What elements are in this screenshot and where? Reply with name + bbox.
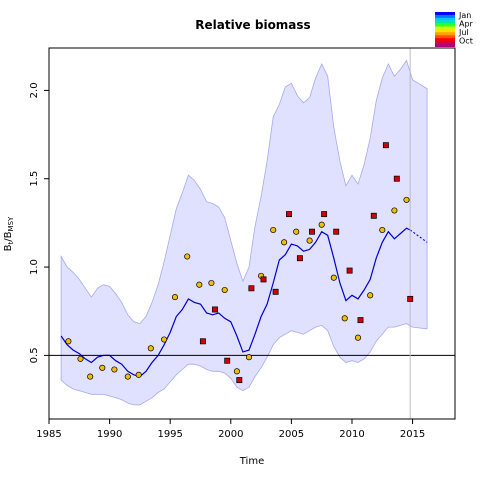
legend-label-oct: Oct	[459, 37, 473, 46]
legend-color-stripe	[435, 26, 455, 30]
legend-label-apr: Apr	[459, 20, 474, 29]
reference-lines-layer	[49, 48, 455, 419]
y-axis-title-slash: /B	[3, 231, 14, 241]
point-yellow	[403, 196, 410, 203]
point-yellow	[124, 373, 131, 380]
point-yellow	[281, 239, 288, 246]
point-red	[393, 175, 400, 182]
point-yellow	[367, 292, 374, 299]
point-red	[212, 306, 218, 313]
point-yellow	[161, 336, 168, 343]
point-red	[272, 288, 279, 295]
legend-color-stripe	[435, 12, 455, 16]
point-red	[309, 228, 315, 235]
point-yellow	[245, 354, 253, 361]
point-red	[321, 211, 328, 218]
x-tick-label: 2015	[400, 429, 425, 440]
point-yellow	[293, 228, 300, 235]
legend-label-jan: Jan	[458, 11, 471, 20]
legend-color-stripe	[435, 23, 455, 27]
legend-color-stripe	[435, 17, 455, 21]
legend-color-stripe	[435, 32, 455, 36]
point-red	[346, 267, 353, 274]
y-tick-label: 1.0	[29, 259, 40, 275]
point-yellow	[221, 286, 228, 294]
point-yellow	[306, 237, 313, 244]
point-yellow	[233, 368, 240, 375]
point-yellow	[196, 281, 203, 288]
legend-label-jul: Jul	[458, 28, 469, 37]
y-tick-label: 1.5	[29, 171, 40, 187]
y-axis-title-main: B	[3, 244, 14, 251]
legend-color-stripe	[435, 38, 455, 42]
y-tick-label: 2.0	[29, 82, 40, 98]
y-axis-title-sub: t	[7, 241, 15, 244]
legend-color-stripe	[435, 14, 455, 18]
point-red	[248, 285, 255, 292]
x-axis-title: Time	[239, 456, 264, 467]
point-yellow	[65, 338, 72, 345]
point-red	[199, 338, 206, 345]
x-tick-label: 1985	[36, 429, 61, 440]
point-red	[357, 317, 364, 324]
y-tick-label: 0.5	[29, 347, 40, 363]
forecast-line	[409, 229, 428, 243]
point-yellow	[270, 226, 277, 234]
point-yellow	[135, 371, 142, 378]
point-yellow	[99, 364, 106, 371]
confidence-band-layer	[60, 59, 428, 406]
legend-color-stripe	[435, 20, 455, 24]
point-yellow	[354, 334, 362, 341]
x-tick-label: 2005	[279, 429, 304, 440]
point-red	[382, 142, 389, 149]
point-red	[407, 295, 414, 302]
plot-frame	[48, 47, 456, 420]
point-yellow	[171, 294, 179, 301]
confidence-band	[60, 59, 428, 406]
point-yellow	[341, 315, 348, 322]
legend-color-stripe	[435, 35, 455, 39]
point-yellow	[77, 355, 84, 362]
x-axis: 1985 1990 1995 2000 2005 2010 2015	[36, 419, 425, 440]
point-red	[260, 276, 267, 283]
point-red	[236, 377, 243, 384]
x-tick-label: 2000	[218, 429, 243, 440]
point-yellow	[87, 373, 94, 380]
point-red	[333, 228, 340, 235]
point-red	[370, 212, 377, 219]
point-yellow	[147, 345, 154, 352]
chart-title: Relative biomass	[195, 18, 310, 32]
point-yellow	[318, 221, 325, 228]
point-yellow	[330, 274, 337, 281]
point-yellow	[111, 366, 118, 373]
legend-color-stripe	[435, 41, 455, 45]
point-red	[224, 357, 231, 364]
y-axis-title: Bt/BMSY	[3, 216, 15, 251]
median-line-layer	[60, 227, 428, 378]
point-yellow	[391, 207, 398, 214]
legend-color-stripe	[435, 43, 455, 47]
legend-color-stripe	[435, 29, 455, 33]
point-yellow	[208, 279, 215, 287]
x-tick-label: 1995	[157, 429, 182, 440]
median-line	[60, 227, 411, 378]
y-axis: 0.5 1.0 1.5 2.0	[29, 82, 49, 363]
point-yellow	[184, 253, 191, 260]
y-axis-title-sub2: MSY	[7, 216, 15, 231]
point-red	[286, 211, 292, 218]
point-red	[296, 255, 303, 262]
x-tick-label: 1990	[97, 429, 122, 440]
point-yellow	[379, 226, 386, 234]
x-tick-label: 2010	[339, 429, 364, 440]
observation-points-layer	[65, 142, 414, 384]
